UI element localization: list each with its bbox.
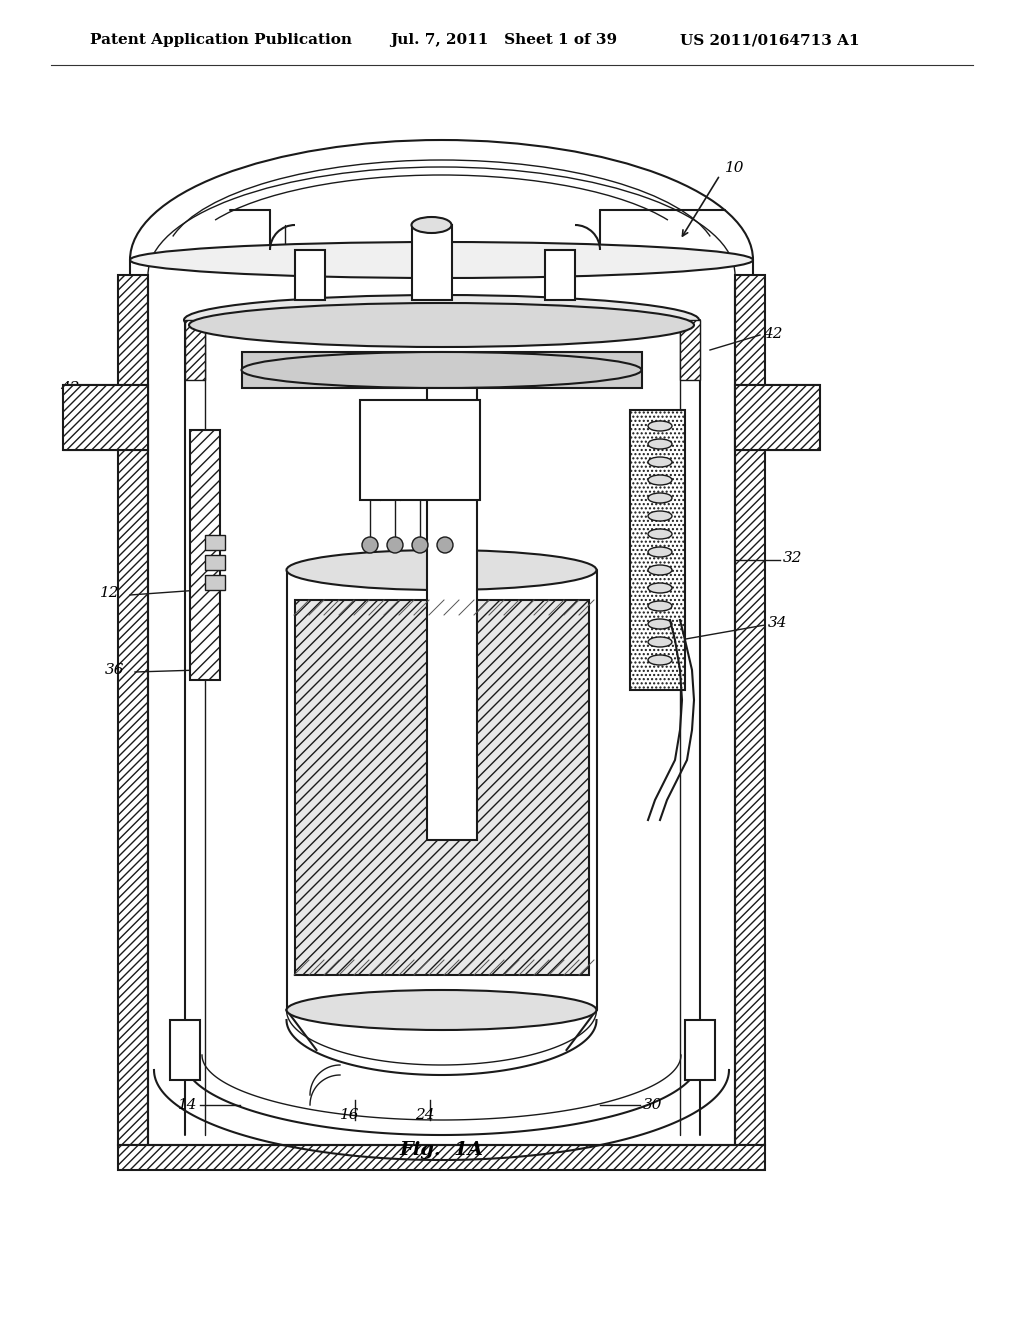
Bar [427,388,476,840]
Bar [545,249,575,300]
Ellipse shape [387,537,403,553]
Ellipse shape [648,655,672,665]
Ellipse shape [648,492,672,503]
Bar [360,400,480,500]
Ellipse shape [184,294,699,345]
Text: Patent Application Publication: Patent Application Publication [90,33,352,48]
Ellipse shape [648,421,672,432]
Text: 36: 36 [105,663,125,677]
Bar [295,249,325,300]
Ellipse shape [412,537,428,553]
Text: 42: 42 [763,327,782,341]
Bar [412,224,452,300]
Ellipse shape [648,511,672,521]
Ellipse shape [648,546,672,557]
Text: 24: 24 [415,1107,434,1122]
Ellipse shape [648,440,672,449]
Bar [630,411,685,690]
Ellipse shape [648,529,672,539]
Bar [205,576,225,590]
Text: 14: 14 [178,1098,198,1111]
Ellipse shape [648,565,672,576]
Text: 32: 32 [783,550,803,565]
Ellipse shape [648,638,672,647]
Text: 42: 42 [60,381,80,395]
Ellipse shape [648,475,672,484]
Bar [680,319,700,380]
Ellipse shape [189,304,694,347]
Bar [118,275,148,1144]
Text: Jul. 7, 2011   Sheet 1 of 39: Jul. 7, 2011 Sheet 1 of 39 [390,33,617,48]
Ellipse shape [648,619,672,630]
Ellipse shape [287,990,597,1030]
Bar [205,554,225,570]
Bar [118,1144,765,1170]
Ellipse shape [648,601,672,611]
Text: US 2011/0164713 A1: US 2011/0164713 A1 [680,33,859,48]
Text: 30: 30 [643,1098,663,1111]
Text: 10: 10 [725,161,744,176]
Ellipse shape [437,537,453,553]
Ellipse shape [242,352,641,388]
Bar [190,430,220,680]
Bar [735,275,765,1144]
Bar [685,1020,715,1080]
Text: 34: 34 [768,616,787,630]
Ellipse shape [130,242,753,279]
Bar [185,319,205,380]
Bar [735,385,820,450]
Text: 12: 12 [100,586,120,601]
Text: 16: 16 [340,1107,359,1122]
Bar [242,352,641,388]
Bar [205,535,225,550]
Ellipse shape [648,457,672,467]
Ellipse shape [287,550,597,590]
Bar [63,385,148,450]
Ellipse shape [412,216,452,234]
Bar [295,601,589,975]
Ellipse shape [648,583,672,593]
Text: Fig.  1A: Fig. 1A [399,1140,483,1159]
Ellipse shape [362,537,378,553]
Bar [170,1020,200,1080]
